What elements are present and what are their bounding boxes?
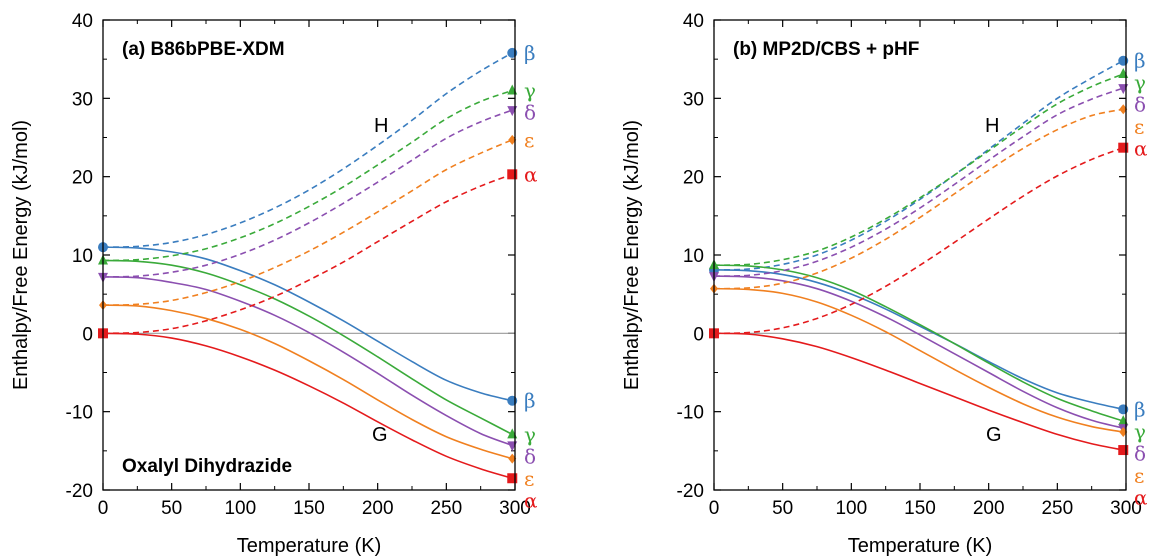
x-tick-label: 200 <box>973 498 1005 519</box>
series-beta-enthalpy-line <box>714 61 1123 270</box>
y-tick-label: -20 <box>66 481 93 502</box>
x-tick-label: 150 <box>904 498 936 519</box>
panel-a-compound-label: Oxalyl Dihydrazide <box>122 456 292 477</box>
series-beta-free-energy-line <box>714 270 1123 409</box>
series-delta-free-energy-label: δ <box>524 444 536 468</box>
y-tick-label: 30 <box>683 89 704 110</box>
series-beta-enthalpy-line <box>103 53 512 247</box>
y-tick-label: 20 <box>72 168 93 189</box>
series-epsilon-enthalpy-label: ε <box>1134 115 1144 139</box>
series-alpha-free-energy-label: α <box>524 488 538 512</box>
panel-a-title: (a) B86bPBE-XDM <box>122 39 285 60</box>
series-gamma-free-energy-label: γ <box>524 422 536 446</box>
series-gamma-enthalpy-label: γ <box>1134 71 1146 95</box>
series-epsilon-free-energy-label: ε <box>1134 463 1144 487</box>
panel-b: 0 50 100 150 200 250 300 -20 -10 0 10 20 30 40 (b) MP… <box>621 11 1148 557</box>
x-tick-label: 0 <box>98 498 109 519</box>
y-tick-label: 30 <box>72 89 93 110</box>
series-alpha-enthalpy-end-point <box>507 169 517 179</box>
x-tick-label: 0 <box>709 498 720 519</box>
x-tick-label: 150 <box>293 498 325 519</box>
x-tick-label: 200 <box>362 498 394 519</box>
y-tick-label: -10 <box>66 403 93 424</box>
panel-a-y-axis-title: Enthalpy/Free Energy (kJ/mol) <box>10 120 32 390</box>
x-tick-label: 100 <box>224 498 256 519</box>
series-gamma-enthalpy-end-point <box>507 85 517 95</box>
series-gamma-free-energy-line <box>714 265 1123 421</box>
y-tick-label: 0 <box>82 324 93 345</box>
panel-a-series <box>98 48 517 483</box>
series-alpha-enthalpy-label: α <box>1134 137 1148 161</box>
y-tick-label: -20 <box>677 481 704 502</box>
x-tick-label: 50 <box>772 498 793 519</box>
series-alpha-free-energy-label: α <box>1134 485 1148 509</box>
series-beta-free-energy-label: β <box>524 389 536 413</box>
series-beta-enthalpy-label: β <box>1134 49 1146 73</box>
panel-a-h-label: H <box>374 115 388 137</box>
y-tick-label: 10 <box>72 246 93 267</box>
series-epsilon-free-energy-line <box>714 289 1123 432</box>
panel-a-g-label: G <box>372 424 388 446</box>
x-tick-label: 250 <box>430 498 462 519</box>
series-delta-free-energy-end-point <box>507 441 517 451</box>
series-beta-free-energy-end-point <box>1118 404 1128 414</box>
series-epsilon-enthalpy-label: ε <box>524 128 534 152</box>
x-tick-label: 50 <box>161 498 182 519</box>
series-beta-enthalpy-end-point <box>507 48 517 58</box>
series-beta-enthalpy-end-point <box>1118 56 1128 66</box>
panel-b-x-axis-title: Temperature (K) <box>848 535 993 557</box>
y-tick-label: 10 <box>683 246 704 267</box>
series-delta-enthalpy-label: δ <box>1134 93 1146 117</box>
series-gamma-enthalpy-line <box>103 91 512 261</box>
series-epsilon-free-energy-label: ε <box>524 466 534 490</box>
y-tick-label: 0 <box>693 324 704 345</box>
series-gamma-free-energy-label: γ <box>1134 419 1146 443</box>
panel-b-series <box>709 56 1128 455</box>
series-gamma-enthalpy-end-point <box>1118 68 1128 78</box>
y-tick-label: 40 <box>72 11 93 32</box>
y-tick-label: 40 <box>683 11 704 32</box>
series-beta-enthalpy-label: β <box>524 41 536 65</box>
series-alpha-enthalpy-label: α <box>524 162 538 186</box>
series-gamma-enthalpy-label: γ <box>524 79 536 103</box>
y-tick-label: 20 <box>683 168 704 189</box>
x-tick-label: 250 <box>1041 498 1073 519</box>
series-alpha-enthalpy-end-point <box>1118 143 1128 153</box>
series-delta-free-energy-label: δ <box>1134 441 1146 465</box>
series-gamma-free-energy-line <box>103 260 512 434</box>
series-delta-enthalpy-line <box>714 88 1123 276</box>
series-alpha-free-energy-line <box>714 333 1123 450</box>
series-beta-free-energy-label: β <box>1134 397 1146 421</box>
panel-b-g-label: G <box>986 424 1002 446</box>
series-alpha-enthalpy-line <box>714 148 1123 334</box>
panel-b-h-label: H <box>985 115 999 137</box>
x-tick-label: 100 <box>835 498 867 519</box>
series-beta-free-energy-end-point <box>507 396 517 406</box>
series-beta-free-energy-line <box>103 247 512 401</box>
panel-b-title: (b) MP2D/CBS + pHF <box>733 39 919 60</box>
series-gamma-enthalpy-line <box>714 74 1123 265</box>
series-alpha-free-energy-end-point <box>507 473 517 483</box>
panel-a: 0 50 100 150 200 250 300 -20 -10 0 10 20 30 40 (a) B8… <box>10 11 538 557</box>
panel-a-x-axis-title: Temperature (K) <box>237 535 382 557</box>
panel-b-y-axis-title: Enthalpy/Free Energy (kJ/mol) <box>621 120 643 390</box>
series-delta-enthalpy-label: δ <box>524 101 536 125</box>
series-delta-free-energy-line <box>714 276 1123 428</box>
y-tick-label: -10 <box>677 403 704 424</box>
series-alpha-free-energy-end-point <box>1118 445 1128 455</box>
